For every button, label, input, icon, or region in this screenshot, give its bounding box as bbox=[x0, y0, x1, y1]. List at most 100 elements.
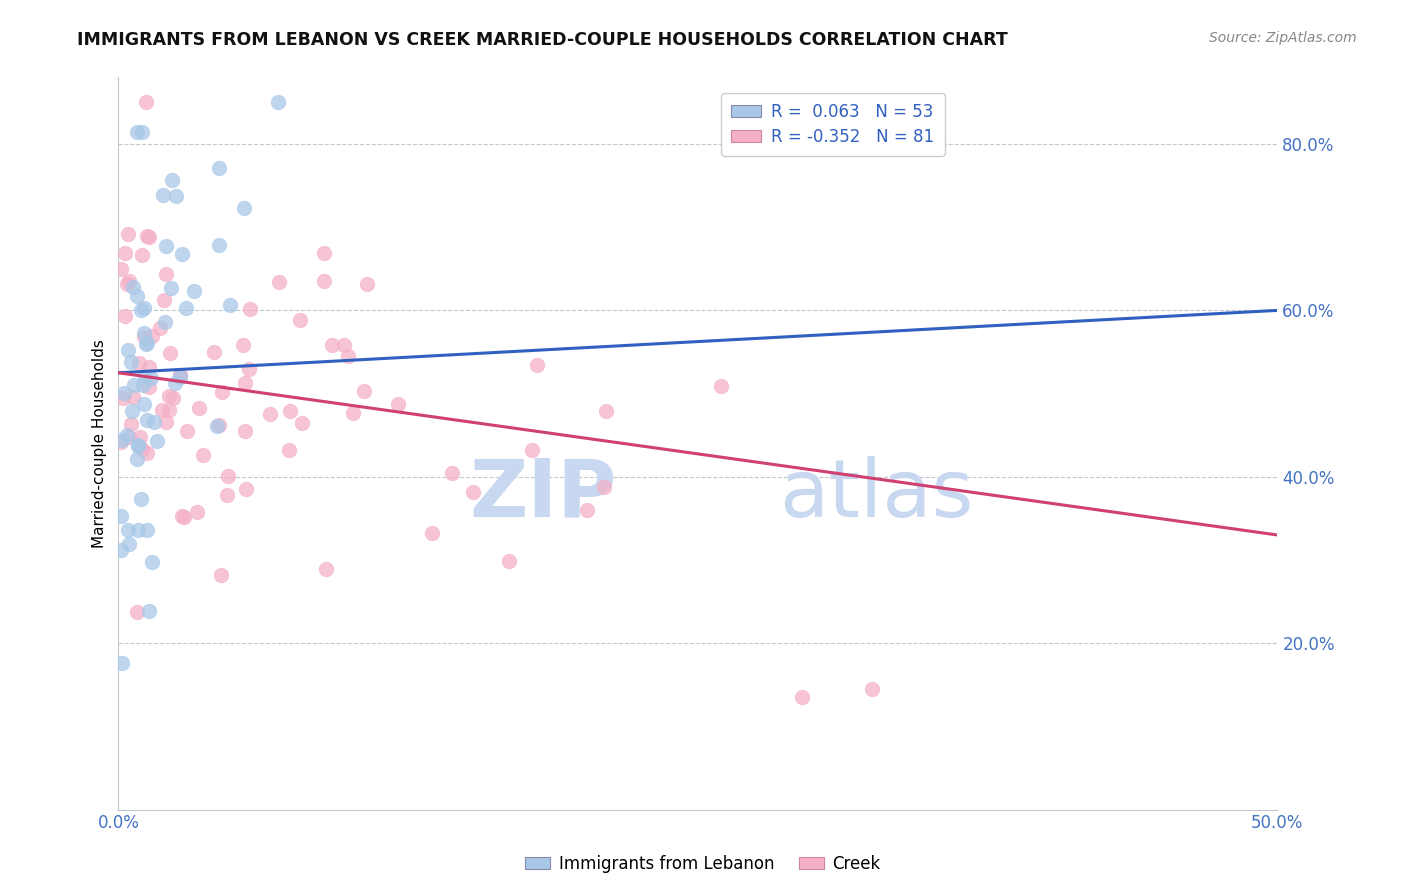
Point bbox=[278, 442, 301, 457]
Point bbox=[131, 302, 153, 317]
Point bbox=[131, 248, 153, 262]
Point bbox=[186, 505, 208, 519]
Point bbox=[127, 438, 149, 452]
Point bbox=[118, 274, 141, 288]
Point bbox=[117, 523, 139, 537]
Point bbox=[122, 377, 145, 392]
Point bbox=[170, 508, 193, 523]
Point bbox=[356, 277, 378, 291]
Point bbox=[208, 238, 231, 252]
Point bbox=[169, 370, 191, 384]
Point bbox=[576, 502, 599, 516]
Point bbox=[792, 690, 814, 705]
Point bbox=[160, 173, 183, 187]
Point bbox=[157, 389, 180, 403]
Point bbox=[141, 329, 163, 343]
Point bbox=[259, 407, 281, 421]
Point bbox=[112, 391, 135, 405]
Point bbox=[127, 288, 149, 302]
Point bbox=[235, 424, 257, 438]
Point bbox=[162, 391, 184, 405]
Point bbox=[155, 415, 177, 429]
Point bbox=[191, 448, 214, 462]
Point bbox=[142, 415, 165, 429]
Point bbox=[235, 483, 257, 497]
Point bbox=[188, 401, 211, 415]
Point bbox=[135, 228, 157, 243]
Point bbox=[115, 428, 138, 442]
Point bbox=[111, 657, 134, 671]
Point bbox=[136, 413, 159, 427]
Point bbox=[131, 378, 153, 392]
Point bbox=[152, 188, 174, 202]
Point bbox=[169, 368, 191, 382]
Point bbox=[110, 509, 132, 524]
Point bbox=[233, 376, 256, 390]
Point bbox=[138, 380, 160, 394]
Point bbox=[526, 358, 548, 372]
Point bbox=[132, 301, 155, 315]
Point bbox=[207, 419, 229, 434]
Point bbox=[115, 277, 138, 291]
Text: IMMIGRANTS FROM LEBANON VS CREEK MARRIED-COUPLE HOUSEHOLDS CORRELATION CHART: IMMIGRANTS FROM LEBANON VS CREEK MARRIED… bbox=[77, 31, 1008, 49]
Point bbox=[125, 452, 148, 467]
Point bbox=[110, 543, 132, 558]
Point bbox=[312, 246, 335, 260]
Point bbox=[217, 488, 239, 502]
Point bbox=[163, 376, 186, 390]
Point bbox=[176, 301, 198, 315]
Point bbox=[121, 355, 143, 369]
Point bbox=[155, 268, 177, 282]
Point bbox=[118, 430, 141, 444]
Point bbox=[141, 555, 163, 569]
Text: Source: ZipAtlas.com: Source: ZipAtlas.com bbox=[1209, 31, 1357, 45]
Point bbox=[232, 338, 254, 352]
Point bbox=[160, 281, 183, 295]
Legend: R =  0.063   N = 53, R = -0.352   N = 81: R = 0.063 N = 53, R = -0.352 N = 81 bbox=[721, 93, 945, 156]
Point bbox=[110, 262, 132, 277]
Point bbox=[183, 284, 205, 298]
Point bbox=[710, 379, 733, 393]
Point bbox=[129, 492, 152, 507]
Point bbox=[441, 466, 464, 480]
Point bbox=[149, 321, 172, 335]
Point bbox=[121, 404, 143, 418]
Point bbox=[114, 246, 136, 260]
Point bbox=[219, 298, 242, 312]
Point bbox=[117, 227, 139, 241]
Point bbox=[288, 313, 311, 327]
Point bbox=[112, 386, 135, 401]
Point bbox=[238, 362, 260, 376]
Point bbox=[420, 526, 443, 541]
Point bbox=[321, 338, 343, 352]
Point bbox=[138, 604, 160, 618]
Text: atlas: atlas bbox=[779, 456, 973, 533]
Point bbox=[315, 562, 337, 576]
Point bbox=[138, 230, 160, 244]
Point bbox=[498, 553, 520, 567]
Point bbox=[120, 417, 142, 432]
Point bbox=[266, 95, 288, 110]
Point bbox=[132, 326, 155, 340]
Point bbox=[290, 417, 312, 431]
Point bbox=[342, 406, 364, 420]
Point bbox=[153, 293, 176, 307]
Point bbox=[176, 424, 198, 438]
Point bbox=[134, 330, 156, 344]
Point bbox=[128, 356, 150, 370]
Point bbox=[278, 404, 301, 418]
Point bbox=[207, 161, 229, 175]
Y-axis label: Married-couple Households: Married-couple Households bbox=[93, 339, 107, 548]
Point bbox=[860, 681, 883, 696]
Point bbox=[267, 275, 290, 289]
Point bbox=[593, 480, 616, 494]
Text: ZIP: ZIP bbox=[470, 456, 617, 533]
Point bbox=[208, 418, 231, 433]
Point bbox=[128, 430, 150, 444]
Point bbox=[139, 371, 162, 385]
Point bbox=[134, 369, 156, 384]
Point bbox=[127, 523, 149, 537]
Point bbox=[118, 537, 141, 551]
Point bbox=[170, 247, 193, 261]
Point bbox=[173, 510, 195, 524]
